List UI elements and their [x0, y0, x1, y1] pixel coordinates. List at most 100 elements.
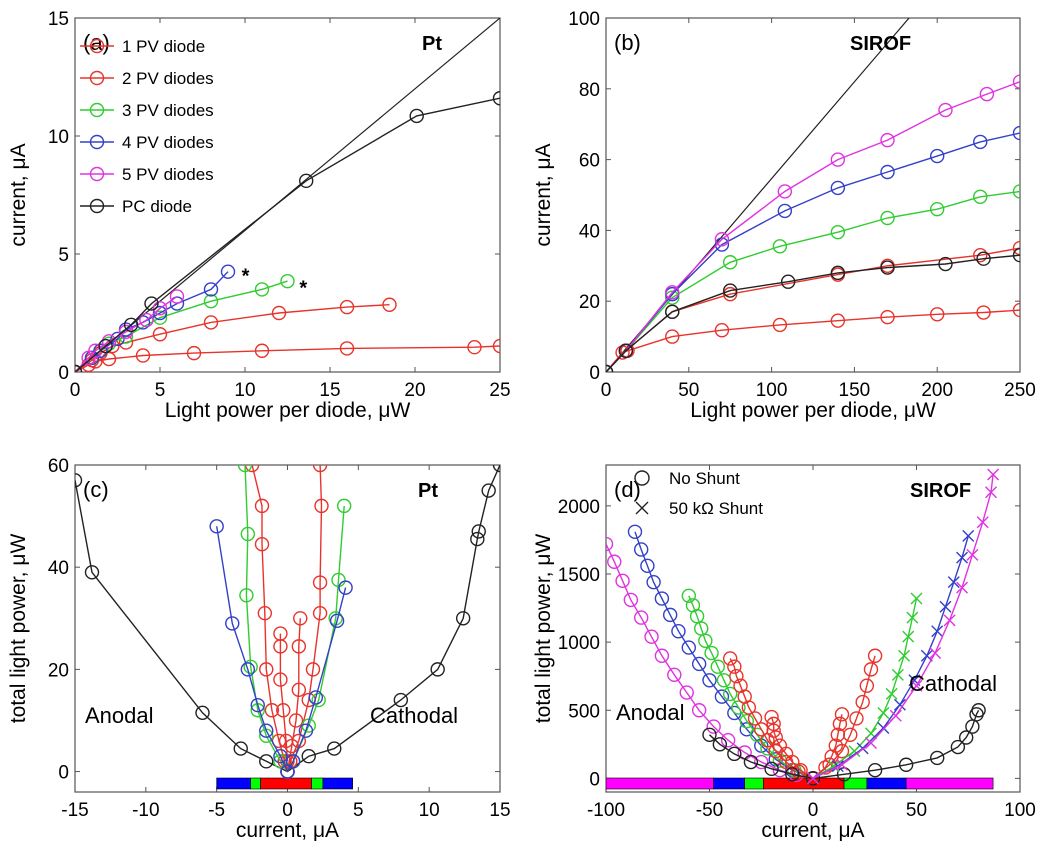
data-point	[777, 184, 793, 199]
data-point	[118, 324, 134, 340]
data-point	[880, 164, 895, 180]
data-point	[430, 662, 445, 677]
data-point	[293, 611, 308, 626]
data-point	[712, 737, 728, 752]
panel-letter: (b)	[614, 30, 641, 55]
plot-area	[606, 18, 1020, 372]
data-point	[203, 315, 219, 330]
y-tick-label: 0	[58, 363, 69, 384]
data-point	[727, 659, 742, 674]
data-point	[885, 687, 898, 700]
data-point	[710, 659, 725, 674]
legend-label: No Shunt	[669, 469, 740, 488]
legend-label: 5 PV diodes	[122, 165, 214, 184]
plot-area	[75, 18, 500, 372]
x-tick-label: 50	[678, 380, 699, 401]
series-1-pv-diode	[75, 338, 500, 372]
legend-label: 2 PV diodes	[122, 69, 214, 88]
x-tick-label: -50	[696, 800, 723, 821]
data-point	[956, 551, 969, 564]
data-point	[777, 203, 793, 219]
data-point	[867, 648, 883, 663]
legend-marker	[634, 470, 650, 486]
data-point	[698, 633, 713, 648]
x-tick-label: 100	[756, 380, 788, 401]
data-point	[906, 611, 919, 624]
data-point	[633, 610, 649, 625]
data-point	[976, 251, 991, 266]
y-tick-label: 80	[579, 80, 600, 101]
series-pc-right	[805, 703, 986, 786]
data-point	[233, 741, 248, 756]
y-tick-label: 60	[579, 151, 600, 172]
x-tick-label: -100	[587, 800, 625, 821]
data-point	[393, 692, 409, 708]
data-point	[195, 705, 210, 721]
data-point	[880, 309, 895, 325]
series-line	[812, 535, 969, 780]
data-point	[902, 630, 915, 643]
data-point	[979, 86, 995, 102]
data-point	[273, 639, 288, 654]
data-point	[240, 526, 256, 542]
data-point	[723, 686, 738, 702]
series-line	[606, 132, 1020, 372]
data-point	[764, 761, 779, 777]
data-point	[987, 468, 1000, 481]
data-point	[714, 689, 730, 704]
data-point	[723, 255, 738, 270]
legend-marker	[89, 134, 105, 150]
material-label: Pt	[422, 33, 442, 55]
data-point	[930, 201, 945, 217]
y-tick-label: 40	[579, 221, 600, 242]
color-bar-segment	[250, 777, 261, 790]
data-point	[220, 264, 236, 279]
y-tick-label: 2000	[558, 497, 600, 518]
data-point	[893, 698, 906, 711]
series-1-pv-diode	[606, 302, 1020, 372]
annotation-asterisk: *	[299, 277, 307, 299]
data-point	[1012, 247, 1020, 263]
data-point	[382, 297, 397, 312]
series-line	[75, 97, 500, 372]
data-point	[259, 723, 274, 738]
data-point	[864, 736, 877, 749]
data-point	[958, 730, 974, 745]
data-point	[152, 310, 168, 325]
data-point	[273, 672, 288, 687]
legend-label: 50 kΩ Shunt	[669, 499, 763, 518]
series-pc-diode	[606, 247, 1020, 372]
data-point	[702, 727, 717, 742]
y-tick-label: 60	[48, 456, 69, 477]
legend: No Shunt 50 kΩ Shunt	[634, 469, 763, 518]
data-point	[288, 713, 304, 728]
data-point	[186, 345, 202, 361]
data-point	[203, 294, 219, 309]
data-point	[338, 580, 353, 595]
data-point	[259, 662, 274, 677]
data-point	[280, 273, 295, 289]
data-point	[691, 703, 707, 718]
data-point	[832, 716, 848, 732]
series-5-pv-right-shunt	[807, 468, 1000, 785]
data-point	[254, 498, 270, 514]
y-tick-label: 1500	[558, 565, 600, 586]
data-point	[956, 581, 969, 594]
data-point	[947, 576, 960, 589]
x-tick-label: -15	[61, 800, 88, 821]
panel-c: -15 -10 -5 0 5 10 15 0 20 40 60 current, μA total li…	[7, 456, 511, 842]
panel-letter: (d)	[614, 477, 641, 502]
panel-letter: (c)	[83, 477, 109, 502]
data-point	[336, 498, 352, 514]
color-bar-segment	[606, 777, 714, 790]
data-point	[633, 542, 649, 557]
data-point	[943, 614, 956, 627]
color-bar-segment	[311, 777, 324, 790]
data-point	[455, 611, 471, 626]
y-axis-label: total light power, μW	[7, 534, 30, 724]
legend-item: 3 PV diodes	[80, 101, 214, 120]
data-point	[793, 763, 808, 778]
data-point	[298, 723, 314, 738]
